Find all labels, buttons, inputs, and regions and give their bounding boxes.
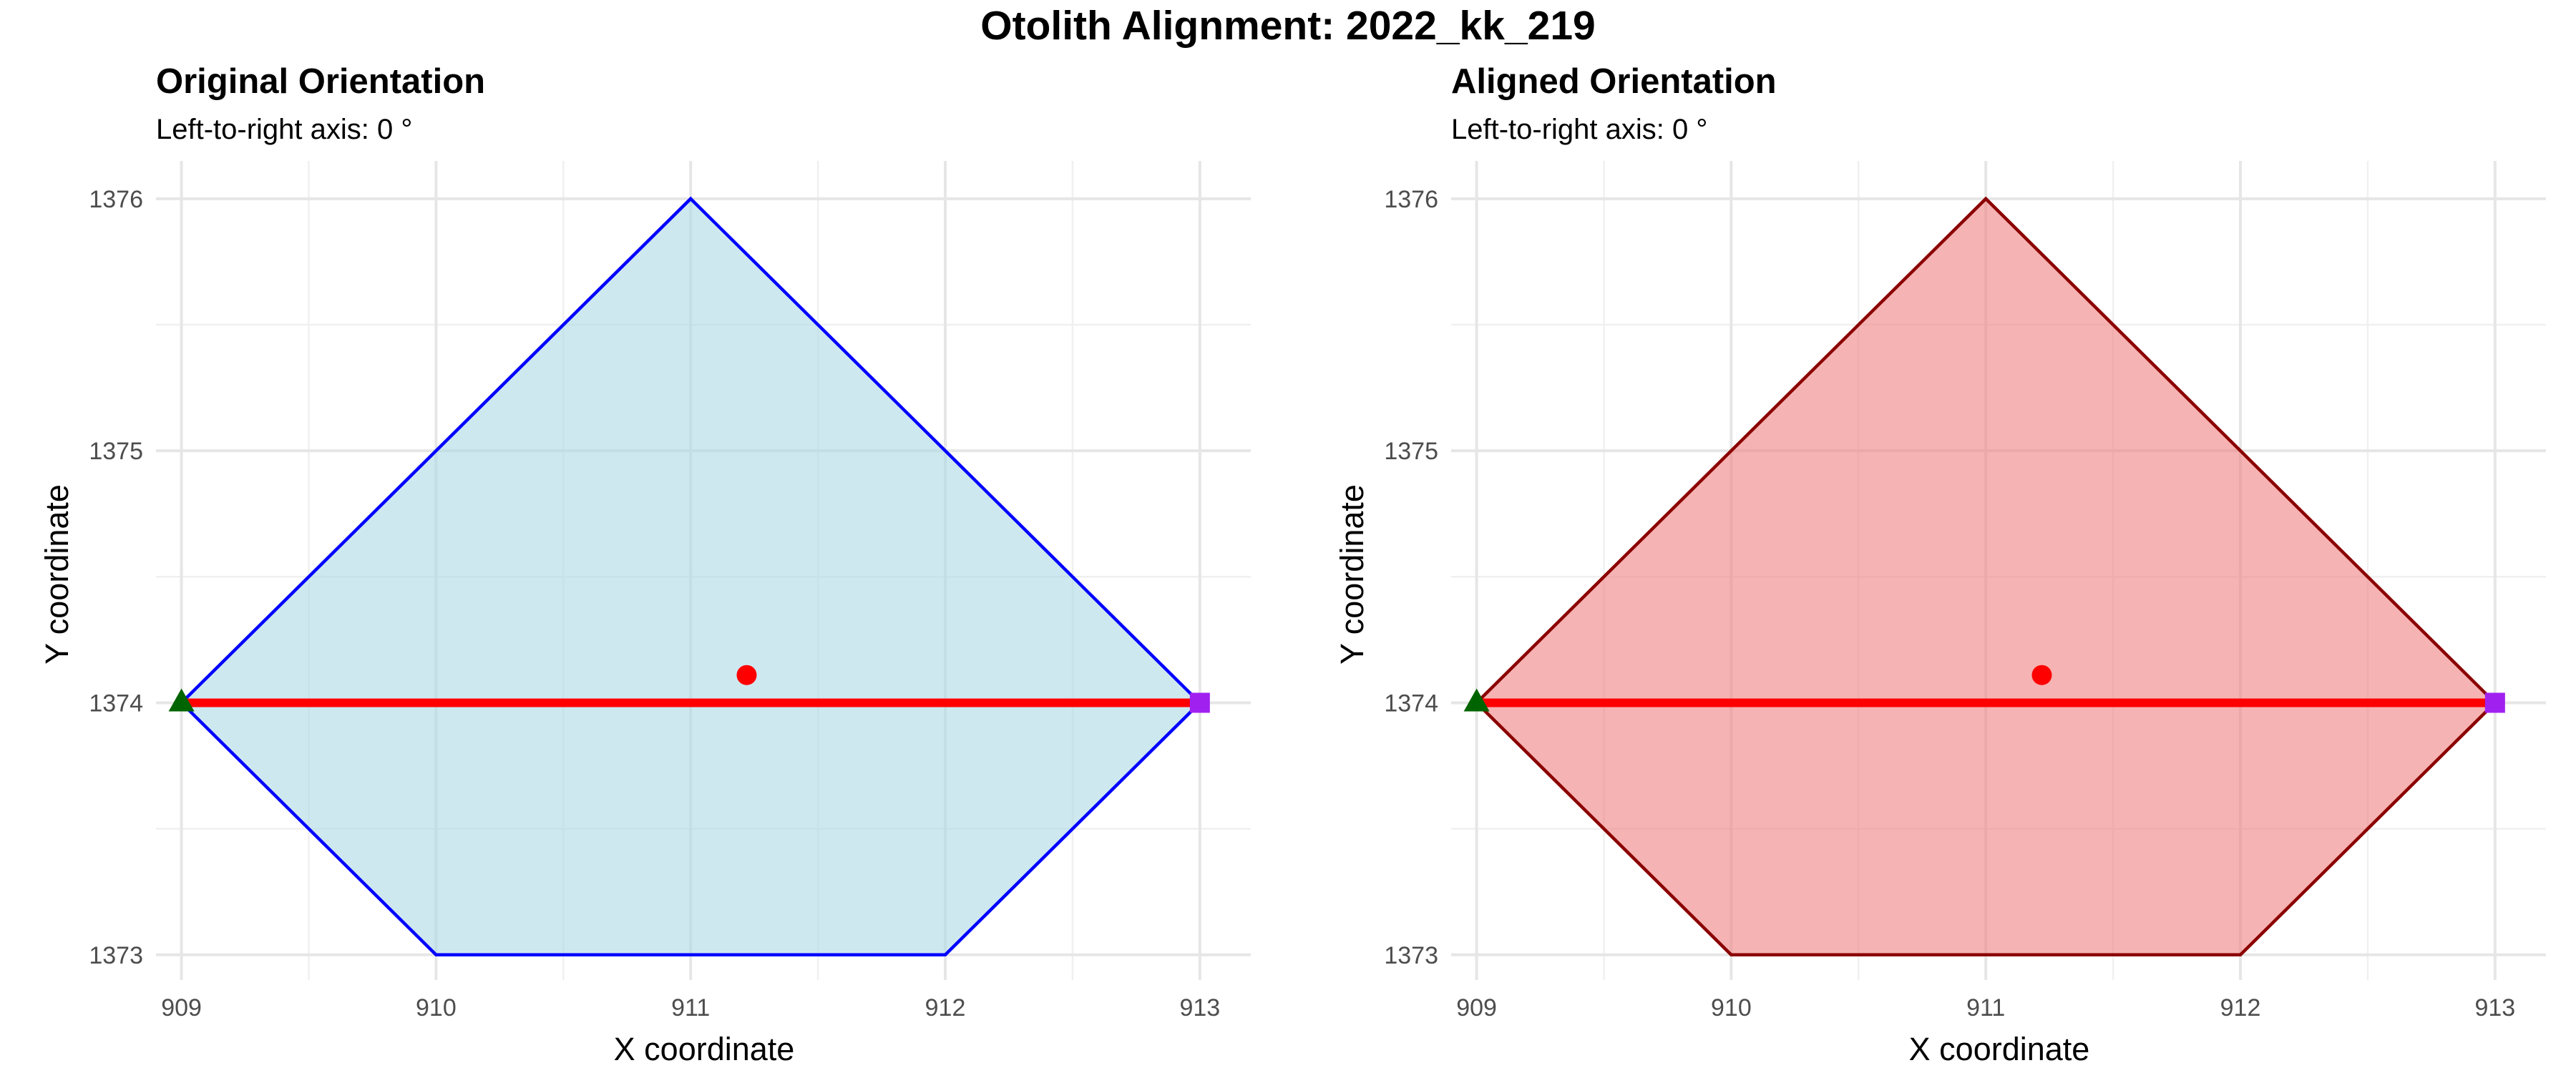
x-tick-label: 911 [1966, 994, 2005, 1021]
y-tick-label: 1374 [1384, 690, 1438, 717]
panel-subtitle: Left-to-right axis: 0 ° [156, 114, 412, 145]
start-point-triangle [168, 688, 195, 712]
x-tick-label: 909 [161, 994, 202, 1021]
y-tick-label: 1376 [1384, 186, 1438, 213]
x-axis-title: X coordinate [1909, 1031, 2090, 1067]
y-tick-label: 1376 [89, 186, 143, 213]
x-tick-label: 911 [671, 994, 710, 1021]
centroid-point [2031, 665, 2052, 685]
end-point-square [2484, 692, 2505, 713]
x-tick-label: 912 [2220, 994, 2261, 1021]
figure-title: Otolith Alignment: 2022_kk_219 [980, 3, 1596, 49]
x-tick-label: 913 [2474, 994, 2515, 1021]
x-tick-label: 912 [925, 994, 966, 1021]
x-tick-label: 909 [1456, 994, 1497, 1021]
x-tick-label: 910 [1711, 994, 1752, 1021]
panel-subtitle: Left-to-right axis: 0 ° [1451, 114, 1707, 145]
y-tick-label: 1375 [89, 438, 143, 465]
x-axis-title: X coordinate [614, 1031, 795, 1067]
original-orientation-panel: Original Orientation Left-to-right axis:… [39, 62, 1251, 1067]
aligned-orientation-panel: Aligned Orientation Left-to-right axis: … [1334, 62, 2546, 1067]
start-point-triangle [1463, 688, 1490, 712]
end-point-square [1189, 692, 1210, 713]
otolith-outline [1474, 196, 2498, 957]
panel-title: Original Orientation [156, 62, 485, 101]
y-axis-title: Y coordinate [39, 484, 75, 665]
x-tick-label: 913 [1179, 994, 1220, 1021]
panel-title: Aligned Orientation [1451, 62, 1777, 101]
y-tick-label: 1373 [1384, 942, 1438, 969]
y-tick-label: 1374 [89, 690, 143, 717]
y-axis-title: Y coordinate [1334, 484, 1370, 665]
x-tick-label: 910 [416, 994, 457, 1021]
centroid-point [736, 665, 757, 685]
y-tick-label: 1375 [1384, 438, 1438, 465]
otolith-outline [179, 196, 1203, 957]
plot-area: 909 910 911 912 913 1373 1374 1375 1376 [1384, 161, 2546, 1021]
plot-area: 909 910 911 912 913 1373 1374 1375 1376 [89, 161, 1251, 1021]
y-tick-label: 1373 [89, 942, 143, 969]
